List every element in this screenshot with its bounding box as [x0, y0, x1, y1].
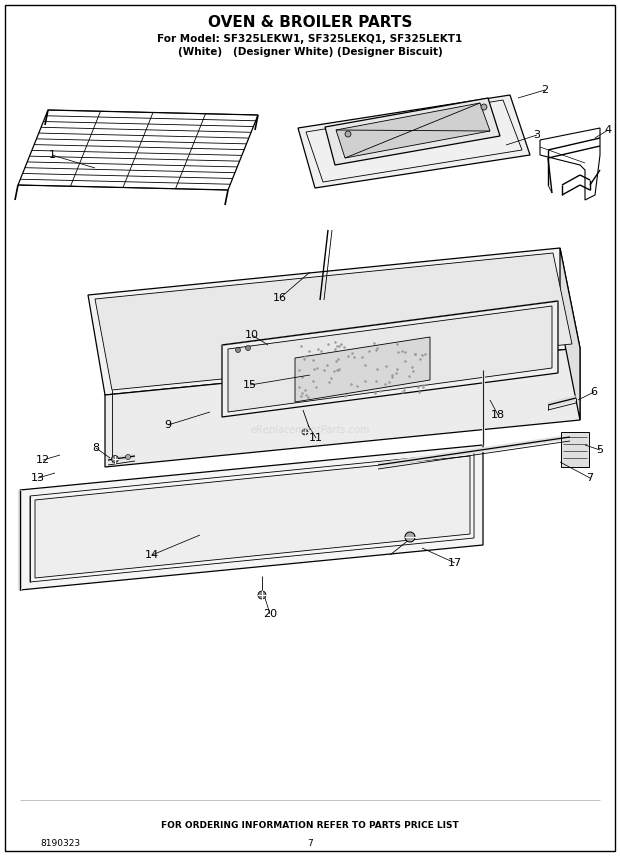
- Text: eReplacementParts.com: eReplacementParts.com: [250, 425, 370, 435]
- Text: 2: 2: [541, 85, 549, 95]
- Text: 11: 11: [309, 433, 323, 443]
- Polygon shape: [95, 253, 572, 390]
- Text: 17: 17: [448, 558, 462, 568]
- Text: 15: 15: [243, 380, 257, 390]
- Text: 7: 7: [307, 839, 313, 847]
- Text: 1: 1: [48, 150, 56, 160]
- Polygon shape: [20, 445, 483, 590]
- Circle shape: [302, 429, 308, 435]
- Circle shape: [481, 104, 487, 110]
- Circle shape: [405, 532, 415, 542]
- Text: 16: 16: [273, 293, 287, 303]
- Text: 4: 4: [604, 125, 611, 135]
- Polygon shape: [228, 306, 552, 412]
- Text: 9: 9: [164, 420, 172, 430]
- Circle shape: [258, 591, 266, 599]
- Text: 20: 20: [263, 609, 277, 619]
- Text: 14: 14: [145, 550, 159, 560]
- Circle shape: [125, 455, 130, 460]
- Text: OVEN & BROILER PARTS: OVEN & BROILER PARTS: [208, 15, 412, 29]
- Circle shape: [345, 131, 351, 137]
- Polygon shape: [298, 95, 530, 188]
- Text: 3: 3: [533, 130, 541, 140]
- Text: 7: 7: [587, 473, 593, 483]
- Polygon shape: [560, 248, 580, 420]
- Polygon shape: [336, 103, 490, 158]
- Text: 10: 10: [245, 330, 259, 340]
- Circle shape: [236, 348, 241, 353]
- Polygon shape: [18, 110, 258, 190]
- Text: 5: 5: [596, 445, 603, 455]
- Circle shape: [112, 455, 118, 462]
- Text: 8: 8: [92, 443, 100, 453]
- Polygon shape: [105, 348, 580, 467]
- Text: 8190323: 8190323: [40, 839, 80, 847]
- Polygon shape: [561, 432, 589, 467]
- Polygon shape: [35, 456, 470, 578]
- Polygon shape: [295, 337, 430, 402]
- Text: (White)   (Designer White) (Designer Biscuit): (White) (Designer White) (Designer Biscu…: [177, 47, 443, 57]
- Polygon shape: [88, 248, 580, 395]
- Text: 18: 18: [491, 410, 505, 420]
- Polygon shape: [325, 98, 500, 165]
- Text: 6: 6: [590, 387, 598, 397]
- Text: FOR ORDERING INFORMATION REFER TO PARTS PRICE LIST: FOR ORDERING INFORMATION REFER TO PARTS …: [161, 821, 459, 829]
- Polygon shape: [222, 301, 558, 417]
- Circle shape: [246, 346, 250, 350]
- Text: For Model: SF325LEKW1, SF325LEKQ1, SF325LEKT1: For Model: SF325LEKW1, SF325LEKQ1, SF325…: [157, 34, 463, 44]
- Text: 12: 12: [36, 455, 50, 465]
- Text: 13: 13: [31, 473, 45, 483]
